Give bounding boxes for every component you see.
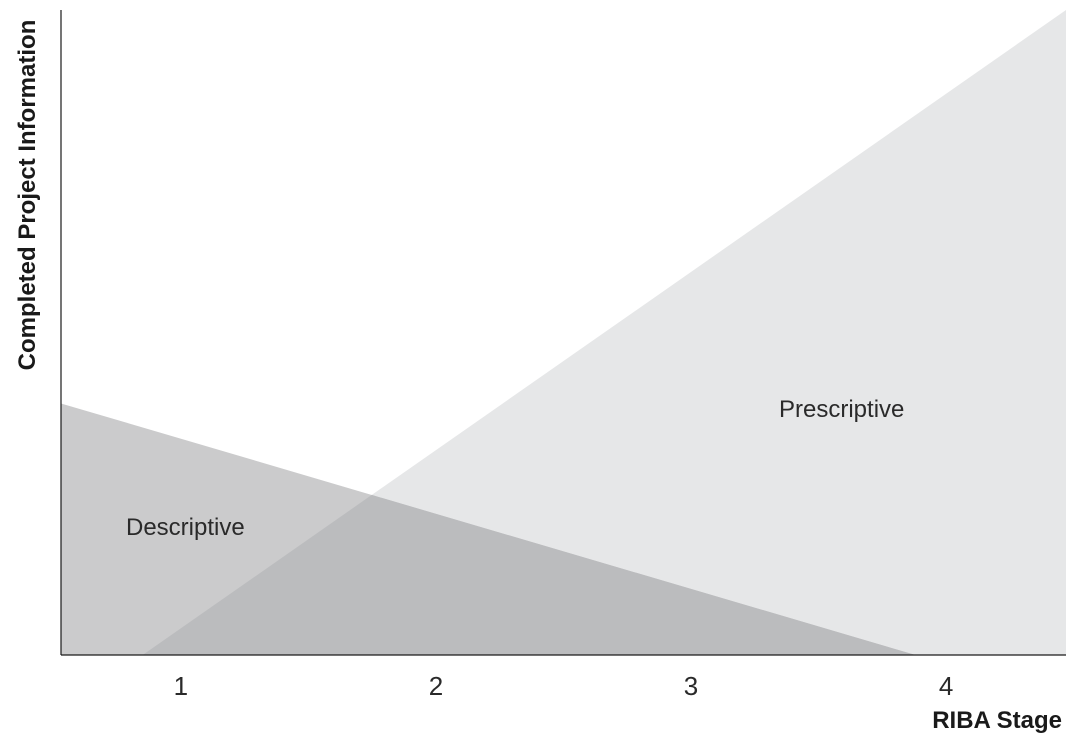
prescriptive-area-label: Prescriptive: [779, 396, 904, 423]
y-axis-title: Completed Project Information: [14, 20, 41, 371]
overlap-area: [142, 494, 916, 655]
x-tick-label: 2: [429, 671, 443, 701]
x-tick-label: 4: [939, 671, 953, 701]
descriptive-area-label: Descriptive: [126, 514, 245, 541]
x-tick-label: 1: [174, 671, 188, 701]
x-tick-label: 3: [684, 671, 698, 701]
prescriptive-area: [142, 10, 1066, 655]
x-axis-title: RIBA Stage: [932, 707, 1062, 733]
